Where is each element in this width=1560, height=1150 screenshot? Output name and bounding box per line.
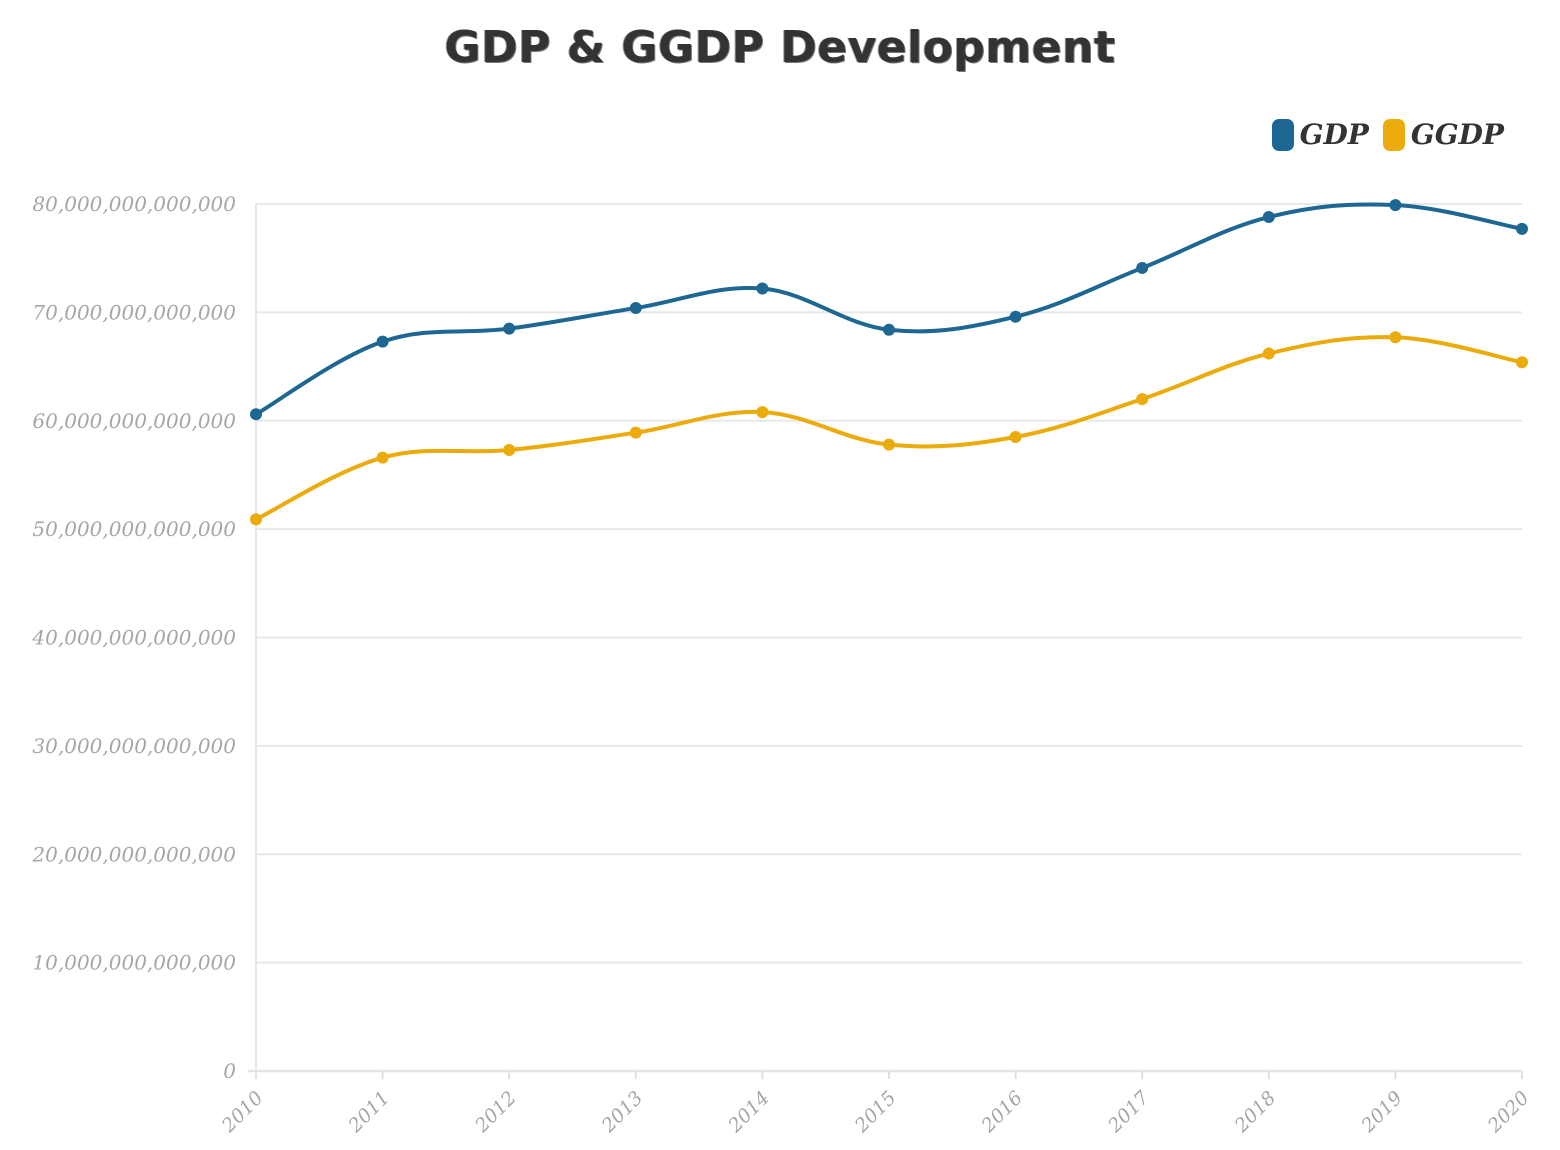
data-point-gdp[interactable] bbox=[376, 335, 389, 348]
grid-lines bbox=[256, 203, 1522, 964]
y-tick-label: 0 bbox=[223, 1059, 236, 1083]
x-tick-label: 2016 bbox=[977, 1087, 1027, 1137]
x-tick-label: 2018 bbox=[1230, 1087, 1280, 1137]
data-point-ggdp[interactable] bbox=[503, 444, 516, 457]
data-point-ggdp[interactable] bbox=[1136, 393, 1149, 406]
data-point-ggdp[interactable] bbox=[250, 513, 262, 526]
x-tick-label: 2020 bbox=[1483, 1087, 1533, 1137]
data-point-gdp[interactable] bbox=[503, 322, 516, 335]
data-point-ggdp[interactable] bbox=[883, 438, 895, 451]
data-point-gdp[interactable] bbox=[1516, 222, 1528, 235]
y-tick-label: 20,000,000,000,000 bbox=[31, 842, 236, 866]
data-point-ggdp[interactable] bbox=[1009, 431, 1022, 444]
y-tick-label: 80,000,000,000,000 bbox=[32, 192, 236, 216]
series-lines bbox=[254, 202, 1524, 522]
x-tick-label: 2013 bbox=[597, 1087, 647, 1137]
chart-title: GDP & GGDP Development bbox=[444, 22, 1116, 73]
y-tick-label: 30,000,000,000,000 bbox=[32, 734, 236, 758]
y-axis-tick-labels: 0 10,000,000,000,000 20,000,000,000,000 30,… bbox=[31, 192, 236, 1083]
chart-legend: GDP GGDP bbox=[1271, 118, 1504, 151]
legend-swatch-ggdp bbox=[1382, 118, 1405, 151]
series-points bbox=[250, 199, 1528, 526]
y-tick-label: 50,000,000,000,000 bbox=[32, 517, 236, 541]
data-point-gdp[interactable] bbox=[1389, 199, 1402, 212]
y-tick-label: 10,000,000,000,000 bbox=[32, 951, 236, 975]
data-point-gdp[interactable] bbox=[1262, 211, 1275, 224]
legend-swatch-gdp bbox=[1271, 118, 1294, 151]
y-tick-label: 40,000,000,000,000 bbox=[31, 626, 236, 650]
data-point-ggdp[interactable] bbox=[1389, 331, 1402, 344]
x-tick-label: 2019 bbox=[1356, 1087, 1406, 1137]
y-tick-label: 60,000,000,000,000 bbox=[32, 409, 236, 433]
data-point-ggdp[interactable] bbox=[1516, 356, 1528, 369]
x-tick-label: 2011 bbox=[344, 1087, 394, 1137]
data-point-gdp[interactable] bbox=[883, 323, 895, 336]
data-point-gdp[interactable] bbox=[1009, 310, 1022, 323]
data-point-ggdp[interactable] bbox=[756, 406, 769, 419]
data-point-gdp[interactable] bbox=[756, 282, 769, 295]
x-tick-label: 2014 bbox=[723, 1087, 773, 1137]
legend-item-gdp[interactable]: GDP bbox=[1271, 118, 1369, 151]
legend-label-gdp: GDP bbox=[1299, 118, 1369, 151]
data-point-ggdp[interactable] bbox=[376, 451, 389, 464]
series-line-ggdp bbox=[254, 335, 1524, 522]
data-point-ggdp[interactable] bbox=[1262, 347, 1275, 360]
data-point-ggdp[interactable] bbox=[629, 426, 642, 439]
axes bbox=[248, 204, 1523, 1079]
x-tick-label: 2015 bbox=[850, 1087, 900, 1137]
series-line-gdp bbox=[254, 202, 1524, 417]
data-point-gdp[interactable] bbox=[629, 302, 642, 315]
legend-item-ggdp[interactable]: GGDP bbox=[1382, 118, 1504, 151]
legend-label-ggdp: GGDP bbox=[1410, 118, 1504, 151]
data-point-gdp[interactable] bbox=[1136, 261, 1149, 274]
y-tick-label: 70,000,000,000,000 bbox=[32, 300, 236, 324]
x-tick-label: 2017 bbox=[1103, 1086, 1154, 1137]
x-tick-label: 2012 bbox=[470, 1087, 520, 1137]
x-tick-label: 2010 bbox=[217, 1087, 267, 1137]
data-point-gdp[interactable] bbox=[250, 408, 262, 421]
x-axis-tick-labels: 2010 2011 2012 2013 2014 2015 2016 2017 2018 2019… bbox=[217, 1086, 1533, 1137]
